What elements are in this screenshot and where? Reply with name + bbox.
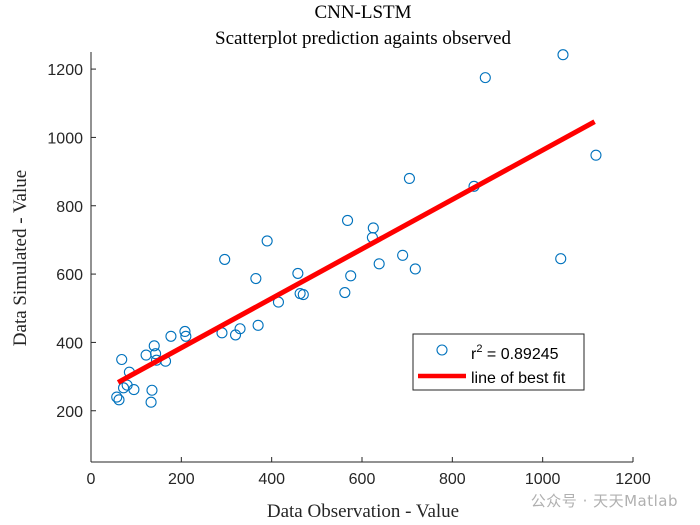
data-point	[557, 49, 569, 61]
data-point	[250, 272, 262, 285]
y-tick-label: 800	[56, 199, 83, 216]
data-point	[339, 286, 351, 299]
x-tick-label: 400	[258, 471, 285, 488]
legend-fit-label: line of best fit	[471, 370, 566, 387]
y-tick-label: 200	[56, 404, 83, 421]
plot-marks	[111, 49, 602, 408]
data-point	[367, 222, 379, 234]
legend-box	[412, 333, 585, 391]
x-axis-label: Data Observation - Value	[267, 501, 459, 522]
data-point	[179, 325, 191, 338]
data-point	[111, 391, 123, 403]
data-point	[403, 172, 415, 184]
data-point	[479, 72, 491, 84]
data-point	[292, 267, 304, 279]
data-point	[297, 289, 309, 301]
legend-r-value: = 0.89245	[482, 346, 558, 363]
data-point	[113, 394, 125, 406]
x-tick-label: 600	[349, 471, 376, 488]
data-point	[373, 258, 385, 270]
chart-title: CNN-LSTM	[314, 2, 411, 23]
data-point	[180, 330, 192, 342]
data-point	[219, 253, 231, 265]
legend-scatter-label: r2 = 0.89245	[471, 343, 559, 363]
data-point	[150, 348, 162, 360]
legend-scatter-marker	[436, 344, 448, 356]
y-axis-label: Data Simulated - Value	[10, 170, 31, 346]
data-point	[590, 149, 602, 161]
x-tick-label: 1200	[615, 471, 651, 488]
data-point	[555, 253, 567, 265]
data-point	[341, 214, 354, 226]
x-tick-label: 1000	[525, 471, 561, 488]
data-point	[345, 270, 357, 282]
data-point	[397, 249, 409, 261]
data-point	[117, 382, 130, 394]
best-fit-line	[116, 119, 596, 385]
plot-axes: 0 200 400 600 800 1000 1200 200 400 600 800 1000 120…	[47, 52, 651, 488]
data-point	[148, 340, 160, 352]
data-point	[165, 330, 177, 342]
chart-subtitle: Scatterplot prediction againts observed	[215, 28, 511, 49]
y-tick-label: 1000	[47, 130, 83, 147]
data-point	[261, 235, 273, 247]
x-tick-label: 200	[168, 471, 195, 488]
x-tick-label: 0	[87, 471, 96, 488]
data-point	[145, 396, 157, 408]
data-point	[252, 319, 264, 331]
x-tick-label: 800	[439, 471, 466, 488]
y-tick-label: 1200	[47, 62, 83, 79]
data-point	[234, 323, 246, 335]
data-point	[116, 353, 128, 366]
legend-r-exponent: 2	[476, 343, 482, 355]
legend: r2 = 0.89245 line of best fit	[412, 333, 585, 391]
data-point	[128, 384, 140, 396]
data-point	[140, 349, 152, 361]
legend-r-symbol: r	[471, 346, 477, 363]
data-point	[146, 384, 158, 396]
watermark: 公众号 · 天天Matlab	[530, 492, 678, 510]
y-tick-label: 600	[56, 267, 83, 284]
data-point	[409, 263, 421, 275]
y-tick-label: 400	[56, 335, 83, 352]
